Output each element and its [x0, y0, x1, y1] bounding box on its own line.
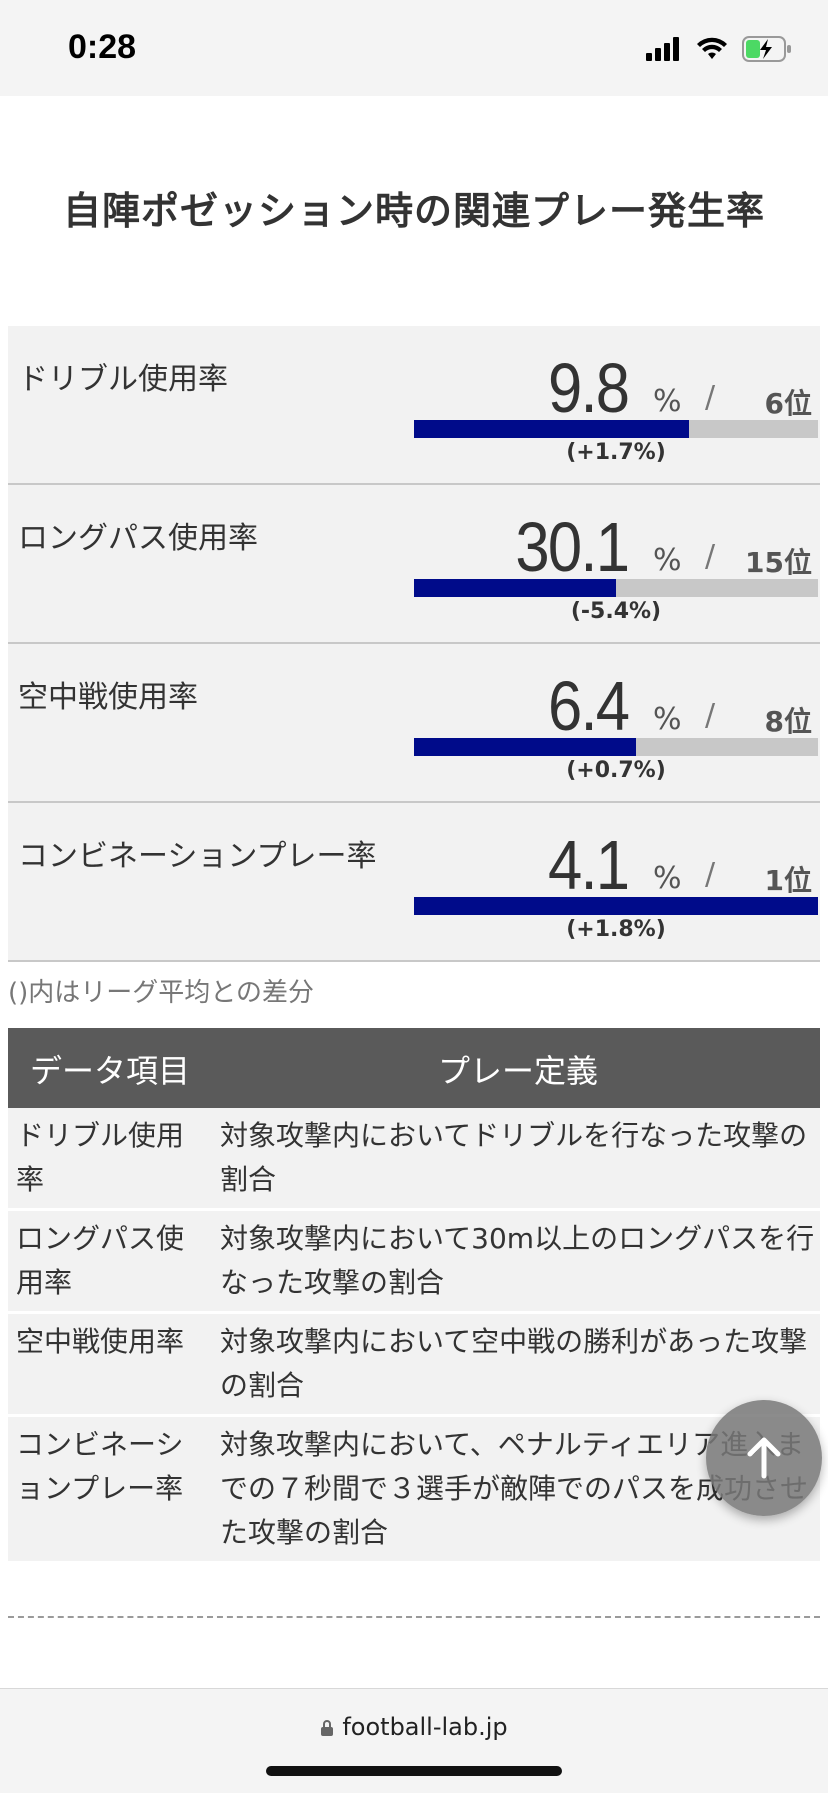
stat-rank: 8位 — [764, 705, 812, 738]
row-item: ドリブル使用率 — [8, 1108, 208, 1208]
status-icons — [646, 34, 792, 64]
stat-row: 空中戦使用率 6.4 % / 8位 (+0.7%) — [8, 644, 820, 803]
note-text: ()内はリーグ平均との差分 — [8, 978, 315, 1008]
url-text: football-lab.jp — [342, 1713, 508, 1741]
stat-separator: / — [705, 857, 716, 892]
stat-bar-fill — [414, 420, 689, 438]
row-definition: 対象攻撃内において空中戦の勝利があった攻撃の割合 — [208, 1314, 820, 1414]
definitions-table: データ項目 プレー定義 ドリブル使用率 対象攻撃内においてドリブルを行なった攻撃… — [8, 1028, 820, 1564]
stat-bar-track — [414, 897, 818, 915]
row-definition: 対象攻撃内において30m以上のロングパスを行なった攻撃の割合 — [208, 1211, 820, 1311]
stat-label: コンビネーションプレー率 — [18, 839, 377, 874]
table-row: コンビネーションプレー率 対象攻撃内において、ペナルティエリア進入までの７秒間で… — [8, 1417, 820, 1564]
stat-bar-track — [414, 420, 818, 438]
stat-separator: / — [705, 380, 716, 415]
battery-icon — [742, 36, 791, 62]
stat-bar-track — [414, 579, 818, 597]
stat-unit: % — [653, 543, 682, 578]
stats-panel: ドリブル使用率 9.8 % / 6位 (+1.7%) ロングパス使用率 30.1… — [8, 326, 820, 962]
stat-unit: % — [653, 702, 682, 737]
stat-rank: 1位 — [764, 864, 812, 897]
stat-label: ロングパス使用率 — [18, 521, 258, 556]
browser-url-bar[interactable]: football-lab.jp — [0, 1688, 828, 1793]
table-row: 空中戦使用率 対象攻撃内において空中戦の勝利があった攻撃の割合 — [8, 1314, 820, 1417]
lock-icon — [321, 1720, 334, 1736]
stat-diff: (-5.4%) — [570, 599, 662, 624]
stat-value: 4.1 — [547, 826, 630, 904]
table-row: ドリブル使用率 対象攻撃内においてドリブルを行なった攻撃の割合 — [8, 1108, 820, 1211]
stat-bar-track — [414, 738, 818, 756]
wifi-icon — [697, 37, 727, 59]
stat-diff: (+1.8%) — [566, 917, 666, 942]
stat-rank: 15位 — [745, 546, 812, 579]
stat-separator: / — [705, 539, 716, 574]
signal-icon — [646, 37, 679, 61]
row-item: コンビネーションプレー率 — [8, 1417, 208, 1561]
header-item: データ項目 — [30, 1052, 191, 1090]
header-definition: プレー定義 — [438, 1052, 599, 1090]
stat-label: 空中戦使用率 — [18, 680, 198, 715]
stat-value: 30.1 — [515, 508, 630, 586]
stat-diff: (+0.7%) — [566, 758, 666, 783]
home-indicator[interactable] — [266, 1766, 562, 1776]
stat-row: ロングパス使用率 30.1 % / 15位 (-5.4%) — [8, 485, 820, 644]
stat-unit: % — [653, 384, 682, 419]
stat-separator: / — [705, 698, 716, 733]
divider — [8, 1616, 820, 1618]
stat-row: ドリブル使用率 9.8 % / 6位 (+1.7%) — [8, 326, 820, 485]
page-title: 自陣ポゼッション時の関連プレー発生率 — [62, 189, 765, 233]
stat-row: コンビネーションプレー率 4.1 % / 1位 (+1.8%) — [8, 803, 820, 962]
stat-bar-fill — [414, 738, 637, 756]
arrow-up-icon — [747, 1437, 781, 1479]
table-header: データ項目 プレー定義 — [8, 1028, 820, 1108]
stat-value: 9.8 — [547, 349, 630, 427]
scroll-to-top-button[interactable] — [706, 1400, 822, 1516]
status-time: 0:28 — [68, 28, 137, 66]
row-item: 空中戦使用率 — [8, 1314, 208, 1414]
stat-rank: 6位 — [764, 387, 812, 420]
stat-bar-fill — [414, 897, 818, 915]
stat-label: ドリブル使用率 — [18, 362, 228, 397]
stat-value: 6.4 — [547, 667, 630, 745]
row-definition: 対象攻撃内において、ペナルティエリア進入までの７秒間で３選手が敵陣でのパスを成功… — [208, 1417, 820, 1561]
stat-unit: % — [653, 861, 682, 896]
stat-diff: (+1.7%) — [566, 440, 666, 465]
stat-bar-fill — [414, 579, 616, 597]
status-bar: 0:28 — [0, 0, 828, 96]
row-definition: 対象攻撃内においてドリブルを行なった攻撃の割合 — [208, 1108, 820, 1208]
row-item: ロングパス使用率 — [8, 1211, 208, 1311]
url-display[interactable]: football-lab.jp — [0, 1713, 828, 1741]
table-row: ロングパス使用率 対象攻撃内において30m以上のロングパスを行なった攻撃の割合 — [8, 1211, 820, 1314]
